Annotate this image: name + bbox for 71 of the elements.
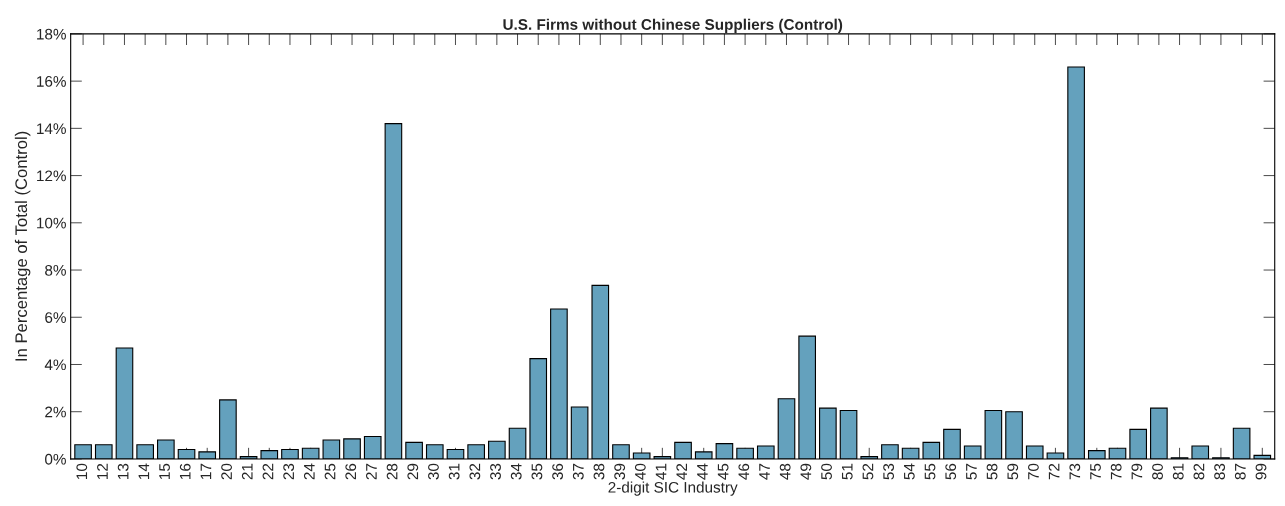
x-tick-label: 75: [1090, 463, 1101, 480]
x-tick-label: 70: [1028, 463, 1039, 480]
x-tick-label: 50: [821, 463, 832, 480]
x-tick-label: 25: [324, 463, 336, 480]
x-tick-label: 48: [779, 463, 791, 480]
x-tick-label: 17: [200, 463, 212, 479]
y-tick-label: 4%: [44, 359, 66, 371]
x-tick-label: 31: [448, 463, 460, 480]
x-tick-label: 72: [1048, 463, 1060, 480]
x-tick-label: 10: [76, 463, 88, 479]
y-tick-label: 14%: [37, 123, 66, 134]
x-tick-label: 12: [97, 463, 108, 479]
x-tick-label: 82: [1193, 463, 1205, 480]
x-tick-label: 35: [531, 463, 543, 480]
x-tick-label: 37: [572, 463, 584, 480]
y-tick-label: 10%: [37, 217, 66, 229]
x-tick-label: 14: [138, 463, 150, 479]
y-tick-label: 12%: [37, 170, 66, 182]
x-axis-title: 2-digit SIC Industry: [608, 481, 738, 496]
x-tick-label: 52: [862, 463, 874, 480]
x-tick-label: 59: [1007, 463, 1019, 480]
x-tick-label: 16: [179, 463, 191, 479]
x-tick-label: 46: [738, 463, 750, 480]
x-tick-label: 81: [1172, 463, 1184, 480]
x-tick-label: 49: [800, 463, 812, 480]
y-tick-label: 18%: [37, 28, 66, 40]
x-tick-label: 23: [283, 463, 295, 480]
x-tick-label: 45: [717, 463, 729, 480]
x-tick-label: 73: [1069, 463, 1081, 480]
x-tick-label: 99: [1255, 463, 1267, 480]
x-tick-label: 80: [1152, 463, 1163, 480]
x-tick-label: 26: [345, 463, 357, 480]
y-tick-label: 6%: [45, 312, 66, 323]
x-tick-label: 21: [241, 463, 253, 480]
x-tick-label: 34: [510, 463, 522, 480]
x-tick-label: 33: [490, 463, 501, 480]
y-tick-label: 2%: [45, 406, 66, 418]
x-tick-label: 20: [221, 463, 233, 480]
y-tick-label: 16%: [37, 76, 66, 87]
x-tick-label: 38: [593, 463, 605, 480]
x-tick-label: 53: [883, 463, 895, 480]
x-tick-label: 79: [1131, 463, 1143, 480]
y-tick-label: 0%: [45, 453, 66, 465]
chart-title: U.S. Firms without Chinese Suppliers (Control): [503, 18, 843, 33]
x-tick-label: 47: [759, 463, 770, 480]
x-tick-label: 24: [303, 463, 315, 480]
x-tick-label: 44: [697, 463, 708, 480]
x-tick-label: 29: [407, 463, 419, 480]
x-tick-label: 56: [945, 463, 957, 480]
x-tick-label: 40: [634, 463, 646, 480]
x-tick-label: 15: [159, 463, 170, 479]
x-tick-label: 36: [552, 463, 564, 480]
x-tick-label: 32: [469, 463, 481, 480]
x-tick-label: 30: [428, 463, 439, 480]
x-tick-label: 39: [614, 463, 626, 480]
x-tick-label: 27: [366, 463, 377, 480]
x-tick-label: 51: [841, 463, 853, 480]
x-tick-label: 22: [262, 463, 274, 480]
x-tick-label: 13: [117, 463, 129, 479]
x-tick-label: 55: [924, 463, 936, 480]
x-tick-label: 87: [1234, 463, 1246, 480]
x-tick-label: 41: [655, 463, 667, 480]
x-tick-label: 42: [676, 463, 687, 480]
x-tick-label: 54: [904, 463, 915, 480]
y-tick-label: 8%: [45, 264, 66, 276]
x-tick-label: 57: [966, 463, 977, 480]
x-tick-label: 28: [386, 463, 398, 480]
x-tick-label: 58: [986, 463, 998, 480]
x-tick-label: 83: [1214, 463, 1226, 480]
x-tick-label: 78: [1110, 463, 1122, 480]
y-axis-title: In Percentage of Total (Control): [14, 131, 31, 361]
